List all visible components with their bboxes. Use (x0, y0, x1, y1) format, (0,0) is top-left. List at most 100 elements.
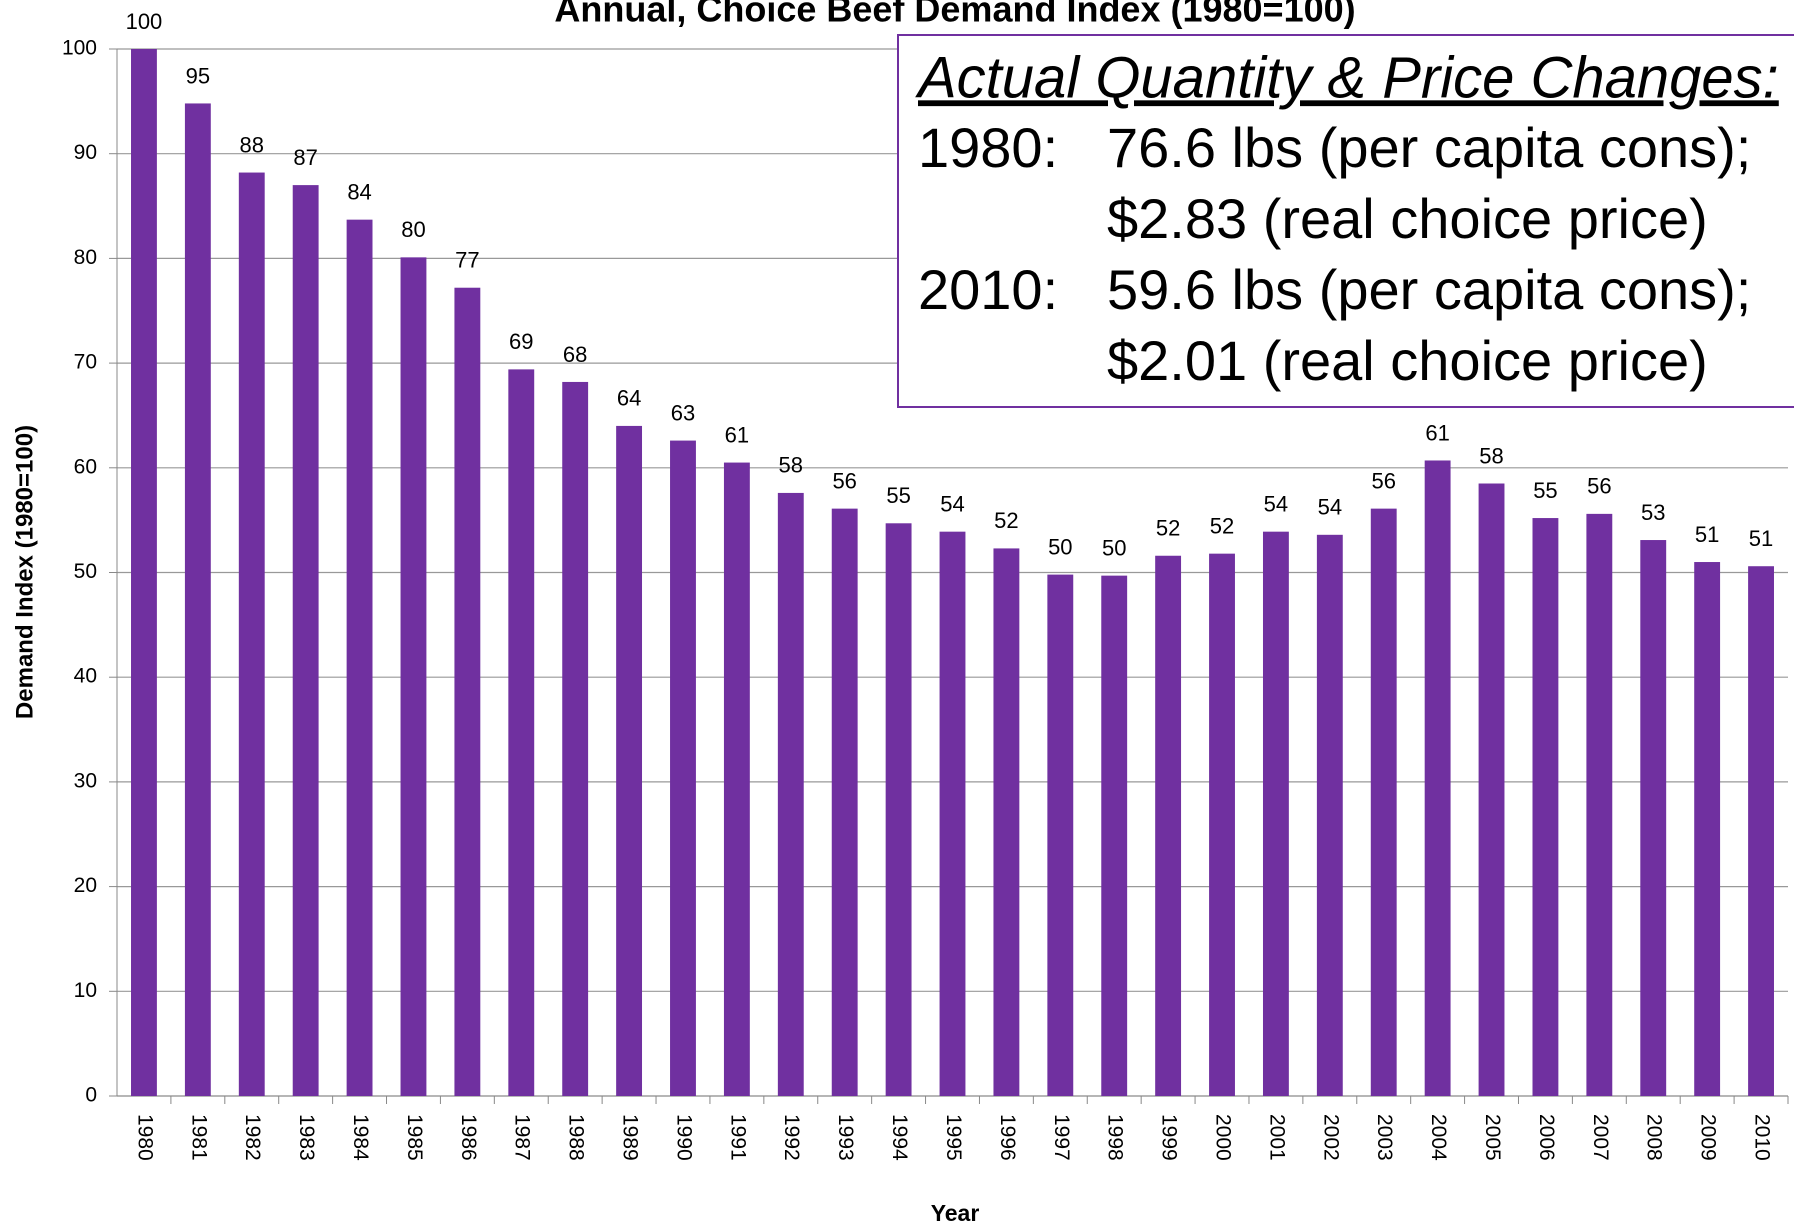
value-label: 88 (240, 132, 264, 157)
value-label: 56 (1371, 468, 1395, 493)
value-label: 61 (1425, 420, 1449, 445)
y-tick-label: 100 (62, 37, 97, 60)
x-tick-label: 1992 (780, 1114, 803, 1161)
x-tick-label: 2007 (1589, 1114, 1612, 1161)
x-tick-label: 1986 (457, 1114, 480, 1161)
bar (1748, 566, 1774, 1096)
value-label: 54 (940, 491, 964, 516)
bar (1586, 513, 1613, 1096)
bar (131, 49, 157, 1096)
value-label: 52 (994, 508, 1018, 533)
x-tick-label: 1981 (187, 1114, 210, 1161)
y-tick-label: 50 (74, 560, 97, 583)
value-label: 52 (1156, 516, 1180, 541)
annotation-line: 59.6 lbs (per capita cons); (1107, 258, 1751, 321)
bar (1101, 575, 1128, 1096)
value-label: 61 (725, 422, 749, 447)
chart-title: Annual, Choice Beef Demand Index (1980=1… (554, 0, 1355, 30)
bar (831, 508, 858, 1096)
bar (346, 219, 373, 1096)
x-tick-label: 1989 (619, 1114, 642, 1161)
value-label: 58 (779, 453, 803, 478)
x-tick-label: 1980 (133, 1114, 156, 1161)
value-label: 63 (671, 400, 695, 425)
x-tick-label: 1995 (942, 1114, 965, 1161)
value-label: 80 (401, 217, 425, 242)
x-tick-label: 2008 (1643, 1114, 1666, 1161)
x-tick-label: 1982 (241, 1114, 264, 1161)
y-tick-label: 10 (74, 979, 97, 1002)
x-tick-label: 1987 (511, 1114, 534, 1161)
bar (885, 523, 912, 1096)
bar (1209, 553, 1235, 1096)
value-label: 69 (509, 329, 533, 354)
x-tick-label: 1997 (1050, 1114, 1073, 1161)
x-tick-label: 1984 (349, 1114, 372, 1161)
value-label: 50 (1048, 534, 1072, 559)
value-label: 68 (563, 342, 587, 367)
value-label: 56 (1587, 474, 1611, 499)
x-tick-label: 2001 (1265, 1114, 1288, 1161)
value-label: 52 (1210, 513, 1234, 538)
annotation-line: $2.01 (real choice price) (1107, 329, 1708, 392)
bar (1640, 540, 1667, 1096)
x-tick-label: 2010 (1751, 1114, 1774, 1161)
annotation-line: 76.6 lbs (per capita cons); (1107, 116, 1751, 179)
x-tick-label: 2006 (1535, 1114, 1558, 1161)
bar (616, 425, 643, 1096)
x-tick-label: 1991 (726, 1114, 749, 1161)
bar (939, 531, 966, 1096)
value-label: 87 (293, 145, 317, 170)
y-tick-label: 20 (74, 874, 97, 897)
y-tick-label: 30 (74, 769, 97, 792)
bar (1262, 531, 1289, 1096)
x-tick-label: 2000 (1211, 1114, 1234, 1161)
annotation-heading: Actual Quantity & Price Changes: (915, 45, 1779, 110)
bar (1424, 460, 1451, 1096)
value-label: 51 (1749, 526, 1773, 551)
y-tick-label: 80 (74, 246, 97, 269)
bar (670, 440, 696, 1096)
bar (454, 287, 481, 1096)
x-tick-label: 1990 (672, 1114, 695, 1161)
annotation-box (897, 34, 1794, 408)
bar (292, 185, 319, 1097)
value-label: 55 (1533, 478, 1557, 503)
value-label: 84 (347, 179, 371, 204)
bar (1370, 508, 1397, 1096)
value-label: 50 (1102, 535, 1126, 560)
x-tick-label: 2002 (1319, 1114, 1342, 1161)
bar (723, 462, 750, 1096)
bar (993, 548, 1020, 1096)
bar (238, 172, 265, 1096)
bar (508, 369, 535, 1097)
value-label: 95 (186, 63, 210, 88)
value-label: 53 (1641, 500, 1665, 525)
value-label: 55 (886, 483, 910, 508)
x-tick-label: 1998 (1104, 1114, 1127, 1161)
annotation-line: $2.83 (real choice price) (1107, 187, 1708, 250)
bar (1155, 555, 1182, 1096)
annotation-label: 2010: (918, 258, 1058, 321)
x-tick-label: 1993 (834, 1114, 857, 1161)
y-tick-label: 90 (74, 141, 97, 164)
x-tick-label: 2004 (1427, 1114, 1450, 1161)
x-tick-label: 1983 (295, 1114, 318, 1161)
x-tick-label: 1999 (1158, 1114, 1181, 1161)
value-label: 54 (1264, 491, 1288, 516)
value-label: 56 (832, 468, 856, 493)
y-tick-label: 70 (74, 351, 97, 374)
value-label: 100 (126, 9, 163, 34)
x-axis-label: Year (931, 1200, 980, 1226)
x-tick-label: 1994 (888, 1114, 911, 1161)
bar (184, 103, 211, 1097)
x-tick-label: 1985 (403, 1114, 426, 1161)
bar (1047, 574, 1074, 1096)
x-tick-label: 2009 (1697, 1114, 1720, 1161)
value-label: 51 (1695, 522, 1719, 547)
bar (1478, 483, 1505, 1096)
x-tick-label: 2003 (1373, 1114, 1396, 1161)
bar (1694, 562, 1721, 1096)
value-label: 58 (1479, 443, 1503, 468)
